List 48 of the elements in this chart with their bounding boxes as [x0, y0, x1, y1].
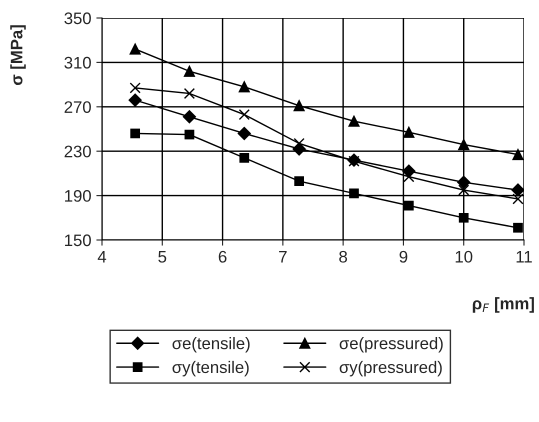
point [512, 148, 524, 160]
point [238, 81, 250, 92]
point [511, 183, 524, 197]
point [182, 110, 196, 124]
point [239, 153, 250, 163]
point [184, 130, 194, 140]
point [294, 138, 305, 149]
point [184, 66, 195, 77]
x-tick-label: 11 [516, 251, 532, 262]
point [458, 138, 470, 150]
y-tick-label: 310 [64, 56, 91, 69]
point [404, 200, 414, 210]
point [294, 100, 305, 112]
point [348, 116, 360, 127]
y-tick-label: 150 [65, 234, 91, 246]
point [128, 94, 142, 107]
legend-label: σe(pressured) [340, 337, 443, 353]
point [130, 128, 140, 138]
point [348, 156, 360, 167]
point [513, 222, 523, 233]
point [238, 109, 250, 120]
point [458, 184, 470, 196]
point [349, 188, 359, 198]
point [184, 88, 195, 100]
point [512, 193, 524, 204]
x-tick-label: 9 [400, 250, 408, 263]
y-tick-label: 190 [65, 190, 91, 202]
point [294, 176, 304, 186]
legend-label: σy(tensile) [172, 360, 249, 376]
y-tick-label: 270 [64, 101, 91, 114]
x-axis-title: ρ$_{F}$ [mm] [472, 297, 534, 313]
point [457, 176, 470, 189]
x-tick-label: 5 [158, 251, 166, 263]
y-axis-title: σ [MPa] [10, 25, 26, 86]
x-tick-label: 8 [339, 250, 348, 263]
legend-label: σy(pressured) [340, 360, 442, 376]
point [458, 212, 469, 223]
point [130, 82, 141, 94]
y-tick-label: 230 [64, 146, 91, 158]
x-tick-label: 4 [98, 251, 106, 262]
point [238, 126, 251, 140]
x-tick-label: 7 [279, 251, 287, 262]
point [130, 44, 141, 55]
point [403, 126, 414, 138]
x-tick-label: 10 [456, 250, 472, 263]
legend-label: σe(tensile) [172, 337, 250, 353]
x-tick-label: 6 [218, 250, 226, 263]
y-tick-label: 350 [64, 12, 91, 24]
